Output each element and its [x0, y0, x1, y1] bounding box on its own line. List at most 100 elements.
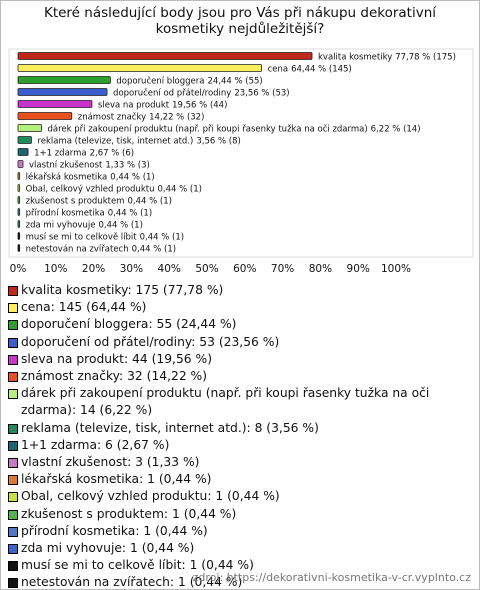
bar: [17, 196, 21, 204]
category-label: cena: [268, 64, 289, 74]
category-label: lékařská kosmetika: [26, 171, 108, 182]
legend-marker: [8, 286, 18, 296]
bar: [17, 64, 262, 72]
category-label: dárek při zakoupení produktu (např. při …: [48, 123, 368, 134]
legend-item: známost značky: 32 (14,22 %): [7, 368, 473, 385]
legend-item: kvalita kosmetiky: 175 (77,78 %): [7, 282, 473, 299]
legend-item: doporučení od přátel/rodiny: 53 (23,56 %…: [7, 334, 473, 351]
x-tick-label: 100%: [381, 263, 411, 275]
legend-item: přírodní kosmetika: 1 (0,44 %): [7, 523, 473, 540]
bar: [17, 208, 21, 216]
value-label: 23,56 % (53): [234, 88, 289, 98]
legend-item: reklama (televize, tisk, internet atd.):…: [7, 420, 473, 437]
bar-label: zkušenost s produktem 0,44 % (1): [26, 195, 172, 206]
bar-label: cena 64,44 % (145): [268, 64, 352, 74]
bar: [17, 52, 313, 60]
value-label: 77,78 % (175): [395, 52, 456, 62]
legend-marker: [8, 492, 18, 503]
legend-item: doporučení bloggera: 55 (24,44 %): [7, 316, 473, 333]
legend-item: Obal, celkový vzhled produktu: 1 (0,44 %…: [7, 488, 473, 505]
source: zdroj: https://dekorativni-kosmetika-v-c…: [192, 571, 471, 584]
value-label: 3,56 % (8): [196, 136, 240, 146]
bar-label: reklama (televize, tisk, internet atd.) 3…: [37, 136, 240, 146]
category-label: doporučení bloggera: [116, 75, 204, 86]
legend-label: známost značky: 32 (14,22 %): [21, 369, 208, 384]
value-label: 2,67 % (6): [90, 148, 134, 158]
legend-label: zda mi vyhovuje: 1 (0,44 %): [21, 541, 195, 556]
x-tick-label: 20%: [82, 263, 105, 275]
legend-label: lékařská kosmetika: 1 (0,44 %): [21, 472, 212, 487]
legend-label: přírodní kosmetika: 1 (0,44 %): [21, 523, 208, 538]
bar: [17, 244, 21, 252]
bar: [17, 160, 24, 168]
bar-label: zda mi vyhovuje 0,44 % (1): [26, 220, 143, 230]
legend-item: musí se mi to celkově líbit: 1 (0,44 %): [7, 557, 473, 574]
legend-item: dárek při zakoupení produktu (např. při …: [7, 385, 473, 419]
category-label: kvalita kosmetiky: [318, 52, 392, 62]
category-label: reklama (televize, tisk, internet atd.): [37, 136, 193, 146]
legend-label: 1+1 zdarma: 6 (2,67 %): [21, 437, 170, 452]
value-label: 24,44 % (55): [207, 76, 262, 86]
value-label: 0,44 % (1): [132, 244, 176, 254]
value-label: 0,44 % (1): [127, 196, 171, 206]
x-tick-label: 30%: [120, 263, 143, 275]
legend-label: musí se mi to celkově líbit: 1 (0,44 %): [21, 558, 254, 573]
legend-marker: [8, 389, 18, 400]
legend-label: Obal, celkový vzhled produktu: 1 (0,44 %…: [21, 489, 280, 504]
bar: [17, 172, 21, 180]
x-tick-label: 80%: [309, 263, 332, 275]
legend-marker: [8, 337, 18, 348]
legend-item: vlastní zkušenost: 3 (1,33 %): [7, 454, 473, 471]
bar: [17, 76, 111, 84]
legend-label: reklama (televize, tisk, internet atd.):…: [21, 420, 319, 435]
bar: [17, 100, 93, 108]
bar: [17, 184, 21, 192]
bar-label: doporučení bloggera 24,44 % (55): [116, 75, 262, 86]
category-label: 1+1 zdarma: [34, 148, 87, 158]
bar: [17, 88, 108, 96]
category-label: Obal, celkový vzhled produktu: [26, 184, 155, 194]
legend-item: 1+1 zdarma: 6 (2,67 %): [7, 437, 473, 454]
legend-label: doporučení bloggera: 55 (24,44 %): [21, 317, 237, 332]
legend-marker: [8, 372, 18, 383]
category-label: musí se mi to celkově líbit: [26, 232, 138, 242]
category-label: známost značky: [78, 111, 146, 122]
legend-marker: [8, 561, 18, 572]
legend-marker: [8, 475, 18, 486]
bar-label: dárek při zakoupení produktu (např. při …: [48, 123, 421, 134]
legend-marker: [8, 440, 18, 451]
bar-label: přírodní kosmetika 0,44 % (1): [26, 208, 153, 218]
legend-item: sleva na produkt: 44 (19,56 %): [7, 351, 473, 368]
legend-marker: [8, 354, 18, 365]
value-label: 6,22 % (14): [371, 124, 421, 134]
value-label: 0,44 % (1): [110, 172, 154, 182]
bar-label: 1+1 zdarma 2,67 % (6): [34, 148, 134, 158]
category-label: zkušenost s produktem: [26, 195, 125, 206]
x-tick-label: 90%: [347, 263, 370, 275]
legend-label: netestován na zvířatech: 1 (0,44 %): [21, 575, 243, 590]
bar-label: doporučení od přátel/rodiny 23,56 % (53): [113, 87, 290, 98]
bar-label: vlastní zkušenost 1,33 % (3): [29, 159, 150, 170]
legend-label: doporučení od přátel/rodiny: 53 (23,56 %…: [21, 334, 280, 349]
legend-item: cena: 145 (64,44 %): [7, 299, 473, 316]
legend-label: vlastní zkušenost: 3 (1,33 %): [21, 455, 200, 470]
legend-label: zkušenost s produktem: 1 (0,44 %): [21, 506, 237, 521]
value-label: 14,22 % (32): [149, 112, 204, 122]
value-label: 1,33 % (3): [105, 160, 149, 170]
legend-marker: [8, 458, 18, 469]
x-tick-label: 60%: [233, 263, 256, 275]
x-tick-label: 40%: [158, 263, 181, 275]
legend-item: netestován na zvířatech: 1 (0,44 %): [7, 574, 473, 590]
legend-marker: [8, 526, 18, 537]
legend-marker: [8, 303, 18, 314]
bar-label: lékařská kosmetika 0,44 % (1): [26, 171, 155, 182]
x-tick-label: 0%: [10, 263, 27, 275]
legend-marker: [8, 544, 18, 555]
chart-title: Které následující body jsou pro Vás při …: [43, 5, 437, 37]
value-label: 0,44 % (1): [108, 208, 152, 218]
bar: [17, 112, 73, 120]
bar-label: musí se mi to celkově líbit 0,44 % (1): [26, 232, 184, 242]
x-tick-label: 70%: [271, 263, 294, 275]
value-label: 0,44 % (1): [98, 220, 142, 230]
